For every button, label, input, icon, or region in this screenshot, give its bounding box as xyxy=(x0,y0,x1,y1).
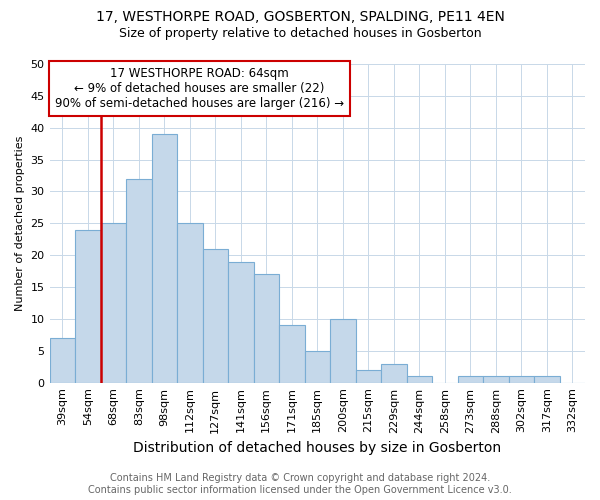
Text: 17, WESTHORPE ROAD, GOSBERTON, SPALDING, PE11 4EN: 17, WESTHORPE ROAD, GOSBERTON, SPALDING,… xyxy=(95,10,505,24)
Bar xyxy=(483,376,509,382)
Bar xyxy=(228,262,254,382)
Bar xyxy=(305,351,330,382)
Bar xyxy=(126,178,152,382)
Bar xyxy=(534,376,560,382)
Bar xyxy=(279,326,305,382)
Text: Size of property relative to detached houses in Gosberton: Size of property relative to detached ho… xyxy=(119,28,481,40)
Y-axis label: Number of detached properties: Number of detached properties xyxy=(15,136,25,311)
Bar xyxy=(330,319,356,382)
Text: 17 WESTHORPE ROAD: 64sqm
← 9% of detached houses are smaller (22)
90% of semi-de: 17 WESTHORPE ROAD: 64sqm ← 9% of detache… xyxy=(55,67,344,110)
Bar xyxy=(407,376,432,382)
X-axis label: Distribution of detached houses by size in Gosberton: Distribution of detached houses by size … xyxy=(133,441,502,455)
Bar xyxy=(101,224,126,382)
Bar xyxy=(177,224,203,382)
Bar xyxy=(152,134,177,382)
Bar xyxy=(381,364,407,382)
Bar xyxy=(50,338,75,382)
Bar xyxy=(356,370,381,382)
Text: Contains HM Land Registry data © Crown copyright and database right 2024.
Contai: Contains HM Land Registry data © Crown c… xyxy=(88,474,512,495)
Bar xyxy=(458,376,483,382)
Bar xyxy=(203,249,228,382)
Bar xyxy=(75,230,101,382)
Bar xyxy=(509,376,534,382)
Bar xyxy=(254,274,279,382)
